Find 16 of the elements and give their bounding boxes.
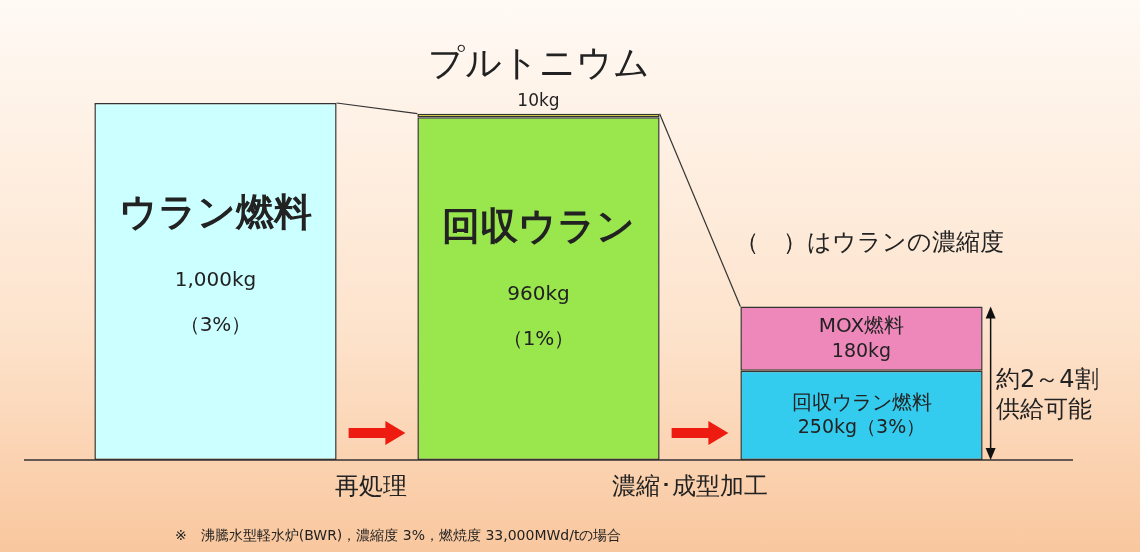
annotation: 供給可能 [996,395,1092,424]
annotation: （ ）はウランの濃縮度 [735,228,1004,257]
data-label: 250kg（3%） [797,415,926,438]
series-label: MOX燃料 [818,312,905,337]
data-label: 1,000kg （3%） [174,267,257,337]
series-label: 回収ウラン [442,204,635,249]
data-label: 960kg （1%） [502,281,575,351]
text: 濃縮･成型加工 [612,472,768,501]
annotation: 約2～4割 [996,365,1099,394]
text: 再処理 [335,472,407,501]
series-label: プルトニウム [427,42,650,84]
series-label: ウラン燃料 [119,189,312,234]
data-label: 180kg [831,338,892,361]
data-label: 10kg [517,90,560,111]
series-label: 回収ウラン燃料 [791,389,932,414]
text: ※ 沸騰水型軽水炉(BWR)，濃縮度 3%，燃焼度 33,000MWd/tの場合 [175,527,622,544]
